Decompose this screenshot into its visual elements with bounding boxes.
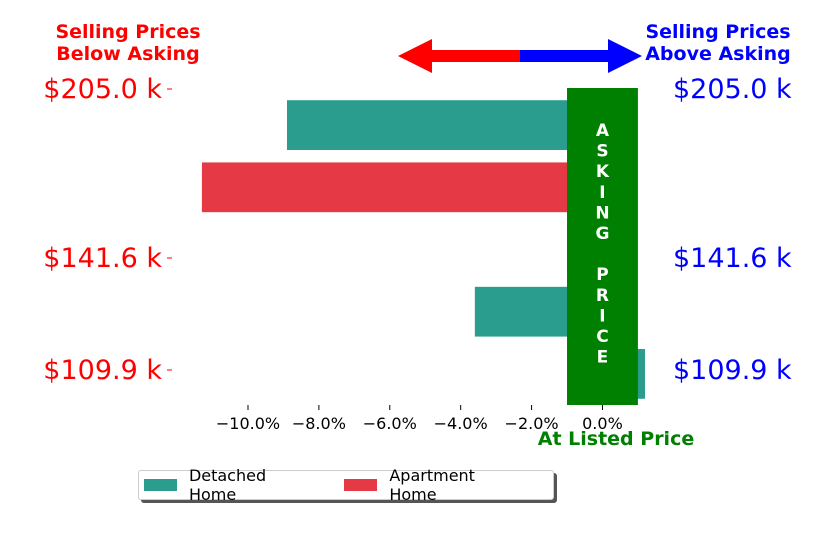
asking-price-letter: I xyxy=(599,183,605,203)
asking-price-letter: N xyxy=(595,203,609,223)
x-axis-label: At Listed Price xyxy=(538,428,694,450)
left-arrow-icon xyxy=(398,39,520,73)
above-asking-line1: Selling Prices xyxy=(645,21,790,43)
asking-price-letter: E xyxy=(597,348,609,368)
asking-price-band xyxy=(567,88,638,405)
asking-price-letter: I xyxy=(599,306,605,326)
bar-detached-0 xyxy=(286,100,603,150)
legend-swatch-detached xyxy=(144,479,177,491)
y-label-right: $141.6 k xyxy=(673,243,792,274)
legend-item-detached: Detached Home xyxy=(144,466,314,504)
x-tick-label: 0.0% xyxy=(582,414,623,433)
asking-price-letter: C xyxy=(596,327,608,347)
y-label-left: $109.9 k xyxy=(43,355,162,386)
legend-label-detached: Detached Home xyxy=(188,466,267,504)
x-tick-label: −2.0% xyxy=(505,414,559,433)
x-tick-label: −6.0% xyxy=(363,414,417,433)
legend-swatch-apartment xyxy=(344,479,378,491)
asking-price-letter: K xyxy=(596,162,610,182)
y-label-left: $141.6 k xyxy=(43,243,162,274)
asking-price-letter: S xyxy=(596,142,608,162)
legend-label-apartment: Apartment Home xyxy=(389,466,475,504)
x-tick-label: −10.0% xyxy=(216,414,280,433)
x-tick-label: −8.0% xyxy=(292,414,346,433)
below-asking-line1: Selling Prices xyxy=(55,21,200,43)
asking-price-letter: P xyxy=(596,265,608,285)
bar-apartment-1 xyxy=(201,162,603,213)
legend-item-apartment: Apartment Home xyxy=(344,466,523,504)
asking-price-letter: R xyxy=(596,286,609,306)
y-label-right: $109.9 k xyxy=(673,355,792,386)
right-arrow-icon xyxy=(520,39,642,73)
x-tick-label: −4.0% xyxy=(434,414,488,433)
asking-price-letter: G xyxy=(595,224,609,244)
below-asking-line2: Below Asking xyxy=(56,43,199,65)
y-label-left: $205.0 k xyxy=(43,74,162,105)
y-label-right: $205.0 k xyxy=(673,74,792,105)
legend: Detached Home Apartment Home xyxy=(138,466,554,504)
asking-price-letter: A xyxy=(596,121,610,141)
above-asking-line2: Above Asking xyxy=(645,43,791,65)
